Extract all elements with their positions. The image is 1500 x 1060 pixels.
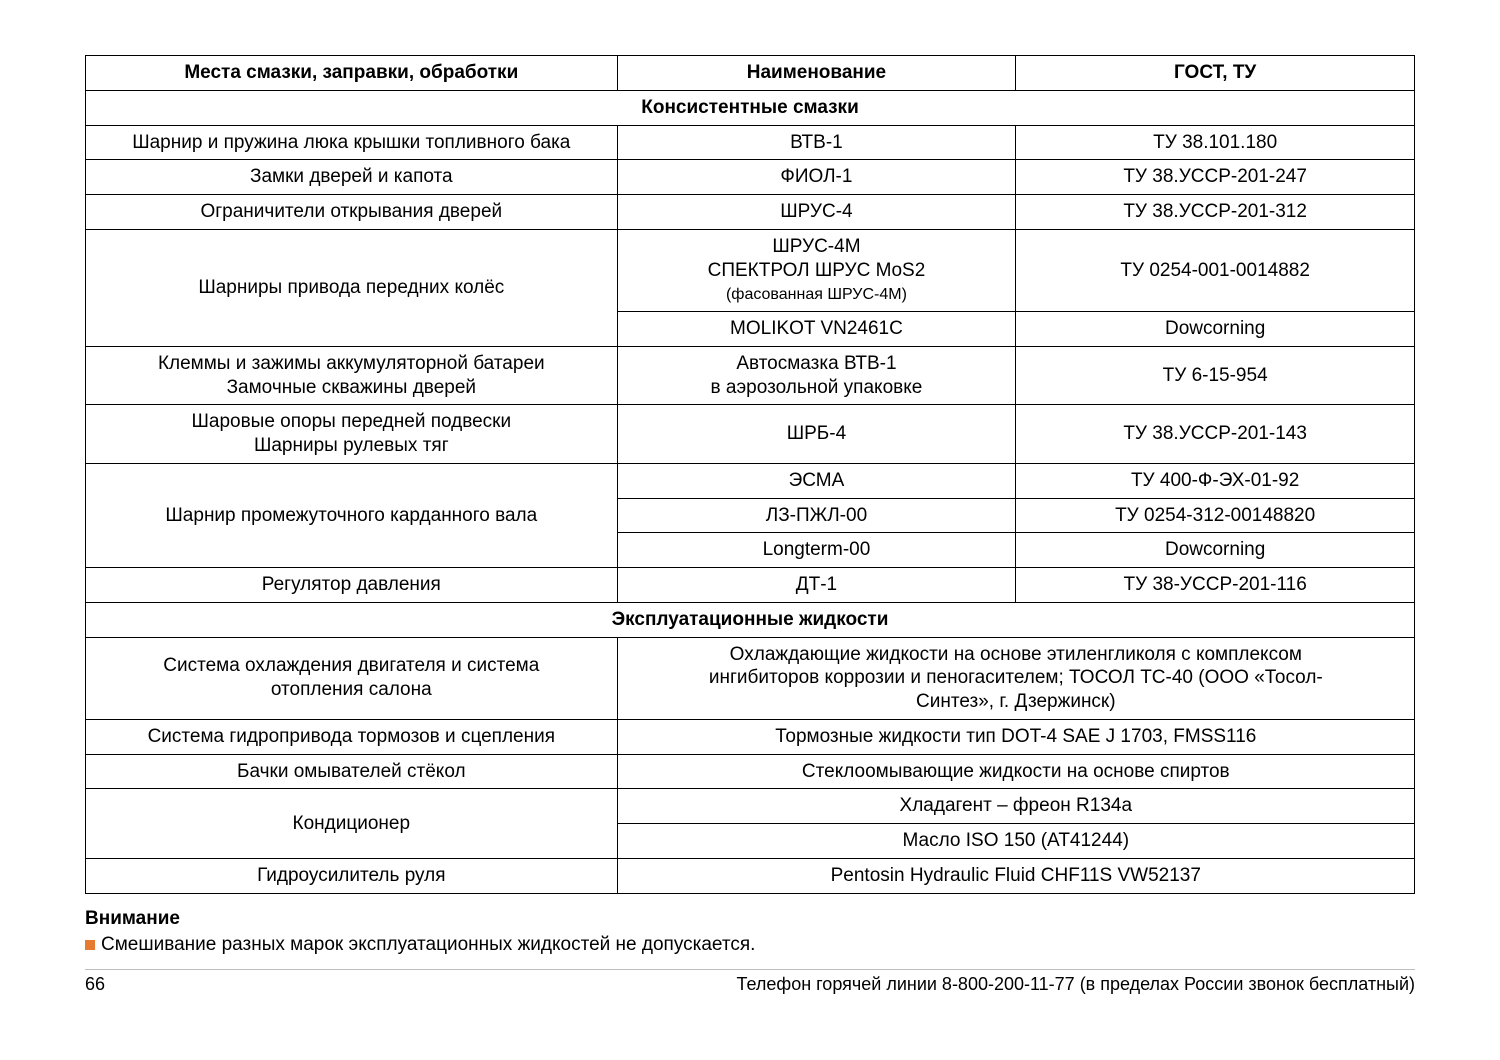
table-header-row: Места смазки, заправки, обработки Наимен… [86, 56, 1415, 91]
warning-text: Смешивание разных марок эксплуатационных… [101, 934, 755, 955]
cell-span: Тормозные жидкости тип DOT-4 SAE J 1703,… [617, 719, 1414, 754]
page-footer: 66 Телефон горячей линии 8-800-200-11-77… [85, 969, 1415, 995]
cell-location: Ограничители открывания дверей [86, 195, 618, 230]
cell-gost: ТУ 400-Ф-ЭХ-01-92 [1016, 463, 1415, 498]
section-header-row: Консистентные смазки [86, 90, 1415, 125]
table-row: Кондиционер Хладагент – фреон R134a [86, 789, 1415, 824]
cell-name: ДТ-1 [617, 568, 1016, 603]
cell-span: Хладагент – фреон R134a [617, 789, 1414, 824]
warning-block: Внимание Смешивание разных марок эксплуа… [85, 906, 1415, 959]
cell-gost: ТУ 38.УССР-201-247 [1016, 160, 1415, 195]
cell-location: Система охлаждения двигателя и система о… [86, 637, 618, 719]
cell-name: MOLIKOT VN2461C [617, 312, 1016, 347]
warning-line: Смешивание разных марок эксплуатационных… [85, 932, 1415, 959]
cell-location: Шарнир и пружина люка крышки топливного … [86, 125, 618, 160]
table-row: Система охлаждения двигателя и система о… [86, 637, 1415, 719]
table-row: Шарниры привода передних колёс ШРУС-4М С… [86, 229, 1415, 311]
cell-name: ВТВ-1 [617, 125, 1016, 160]
cell-gost: Dowcorning [1016, 312, 1415, 347]
cell-gost: ТУ 0254-312-00148820 [1016, 498, 1415, 533]
cell-location: Шарниры привода передних колёс [86, 229, 618, 346]
bullet-icon [85, 940, 95, 950]
table-row: Шаровые опоры передней подвески Шарниры … [86, 405, 1415, 464]
cell-location: Гидроусилитель руля [86, 858, 618, 893]
cell-gost: Dowcorning [1016, 533, 1415, 568]
cell-gost: ТУ 0254-001-0014882 [1016, 229, 1415, 311]
section-2-title: Эксплуатационные жидкости [86, 602, 1415, 637]
header-col-2: Наименование [617, 56, 1016, 91]
cell-location: Система гидропривода тормозов и сцеплени… [86, 719, 618, 754]
table-row: Система гидропривода тормозов и сцеплени… [86, 719, 1415, 754]
cell-location: Бачки омывателей стёкол [86, 754, 618, 789]
table-row: Бачки омывателей стёкол Стеклоомывающие … [86, 754, 1415, 789]
cell-gost: ТУ 38.УССР-201-312 [1016, 195, 1415, 230]
cell-name: ШРУС-4М СПЕКТРОЛ ШРУС MoS2 (фасованная Ш… [617, 229, 1016, 311]
cell-location: Регулятор давления [86, 568, 618, 603]
cell-gost: ТУ 6-15-954 [1016, 346, 1415, 405]
cell-name: ЭСМА [617, 463, 1016, 498]
table-row: Шарнир и пружина люка крышки топливного … [86, 125, 1415, 160]
table-row: Регулятор давления ДТ-1 ТУ 38-УССР-201-1… [86, 568, 1415, 603]
table-row: Шарнир промежуточного карданного вала ЭС… [86, 463, 1415, 498]
cell-span: Охлаждающие жидкости на основе этиленгли… [617, 637, 1414, 719]
lubricants-table: Места смазки, заправки, обработки Наимен… [85, 55, 1415, 894]
cell-name: ШРБ-4 [617, 405, 1016, 464]
cell-location: Кондиционер [86, 789, 618, 859]
page-number: 66 [85, 974, 105, 995]
cell-name-main: ШРУС-4М СПЕКТРОЛ ШРУС MoS2 [708, 236, 926, 281]
cell-name: Автосмазка ВТВ-1 в аэрозольной упаковке [617, 346, 1016, 405]
cell-name-note: (фасованная ШРУС-4М) [726, 286, 907, 303]
cell-location: Шарнир промежуточного карданного вала [86, 463, 618, 567]
warning-title: Внимание [85, 906, 1415, 933]
cell-name: ФИОЛ-1 [617, 160, 1016, 195]
cell-name: ЛЗ-ПЖЛ-00 [617, 498, 1016, 533]
section-header-row: Эксплуатационные жидкости [86, 602, 1415, 637]
cell-name: ШРУС-4 [617, 195, 1016, 230]
cell-gost: ТУ 38-УССР-201-116 [1016, 568, 1415, 603]
cell-name: Longterm-00 [617, 533, 1016, 568]
cell-location: Клеммы и зажимы аккумуляторной батареи З… [86, 346, 618, 405]
hotline-text: Телефон горячей линии 8-800-200-11-77 (в… [736, 974, 1415, 995]
header-col-3: ГОСТ, ТУ [1016, 56, 1415, 91]
cell-location: Замки дверей и капота [86, 160, 618, 195]
table-row: Замки дверей и капота ФИОЛ-1 ТУ 38.УССР-… [86, 160, 1415, 195]
cell-gost: ТУ 38.УССР-201-143 [1016, 405, 1415, 464]
cell-span: Pentosin Hydraulic Fluid CHF11S VW52137 [617, 858, 1414, 893]
cell-gost: ТУ 38.101.180 [1016, 125, 1415, 160]
table-row: Клеммы и зажимы аккумуляторной батареи З… [86, 346, 1415, 405]
cell-location: Шаровые опоры передней подвески Шарниры … [86, 405, 618, 464]
table-row: Гидроусилитель руля Pentosin Hydraulic F… [86, 858, 1415, 893]
cell-span: Стеклоомывающие жидкости на основе спирт… [617, 754, 1414, 789]
header-col-1: Места смазки, заправки, обработки [86, 56, 618, 91]
cell-span: Масло ISO 150 (AT41244) [617, 824, 1414, 859]
section-1-title: Консистентные смазки [86, 90, 1415, 125]
table-row: Ограничители открывания дверей ШРУС-4 ТУ… [86, 195, 1415, 230]
